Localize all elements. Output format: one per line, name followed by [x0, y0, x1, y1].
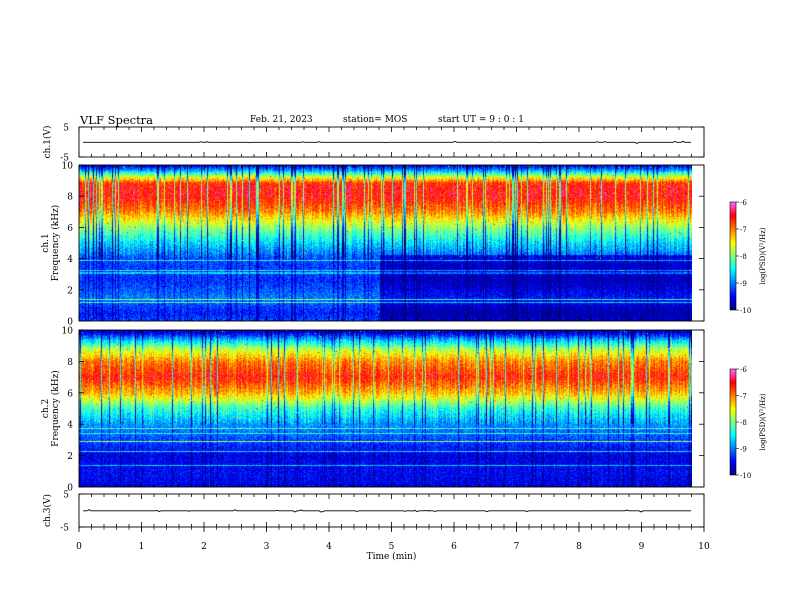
y-tick-label: 6: [67, 224, 73, 234]
y-tick-label: 0: [67, 318, 73, 328]
y-tick-label: 5: [63, 491, 69, 501]
x-tick-label: 8: [576, 542, 582, 552]
x-axis-label: Time (min): [367, 551, 417, 562]
colorbar-gradient: [730, 369, 736, 475]
x-tick-label: 6: [451, 542, 457, 552]
y-tick-label: 10: [62, 162, 74, 172]
colorbar-tick-label: -8: [740, 253, 747, 261]
x-tick-label: 0: [76, 542, 82, 552]
colorbar-tick-label: -9: [740, 280, 747, 288]
y-tick-label: 4: [67, 421, 73, 431]
y-axis-label-frequency: Frequency (kHz): [50, 205, 61, 282]
x-tick-label: 4: [326, 542, 332, 552]
x-tick-label: 1: [139, 542, 145, 552]
colorbar-tick-label: -6: [740, 199, 747, 207]
colorbar-label: log(PSD)(V²/Hz): [759, 227, 767, 284]
y-axis-label-channel: ch.1: [41, 233, 51, 252]
x-tick-label: 3: [264, 542, 270, 552]
y-tick-label: 0: [67, 484, 73, 494]
start-time-label: start UT = 9 : 0 : 1: [438, 115, 524, 125]
ch2-spectrogram-image: [79, 330, 692, 487]
x-tick-label: 5: [389, 542, 395, 552]
y-axis-label-channel: ch.2: [41, 399, 51, 418]
x-tick-label: 2: [201, 542, 207, 552]
y-tick-label: -5: [60, 154, 69, 164]
colorbar-tick-label: -6: [740, 366, 747, 374]
colorbar-tick-label: -7: [740, 226, 747, 234]
y-tick-label: 10: [62, 327, 74, 337]
colorbar-tick-label: -7: [740, 393, 747, 401]
y-tick-label: 5: [63, 124, 69, 134]
y-axis-label-frequency: Frequency (kHz): [50, 370, 61, 447]
y-tick-label: 2: [67, 286, 73, 296]
ch1-waveform-series-line: [83, 140, 691, 145]
ch1-spectrogram-image: [79, 165, 692, 321]
y-axis-label: ch.1(V): [42, 126, 53, 159]
y-tick-label: 4: [67, 255, 73, 265]
chart-title: VLF Spectra: [80, 113, 154, 127]
colorbar-tick-label: -10: [740, 307, 751, 315]
y-tick-label: 2: [67, 452, 73, 462]
y-tick-label: 8: [67, 193, 73, 203]
y-tick-label: 8: [67, 358, 73, 368]
colorbar-tick-label: -9: [740, 446, 747, 454]
y-tick-label: 6: [67, 389, 73, 399]
colorbar-tick-label: -10: [740, 472, 751, 480]
date-label: Feb. 21, 2023: [250, 115, 313, 125]
ch3-waveform-series-line: [83, 509, 691, 513]
x-tick-label: 9: [639, 542, 645, 552]
y-axis-label: ch.3(V): [42, 494, 53, 527]
axes-layer: 5 -5 ch.1(V) -6 -7 -8 -9 -10 log(PSD)(V²/Hz) 0 2 4 6…: [41, 124, 767, 563]
x-tick-label: 7: [514, 542, 520, 552]
colorbar-label: log(PSD)(V²/Hz): [759, 393, 767, 450]
colorbar-tick-label: -8: [740, 419, 747, 427]
colorbar-gradient: [730, 202, 736, 310]
x-tick-label: 10: [698, 542, 710, 552]
station-label: station= MOS: [343, 115, 408, 125]
y-tick-label: -5: [60, 524, 69, 534]
